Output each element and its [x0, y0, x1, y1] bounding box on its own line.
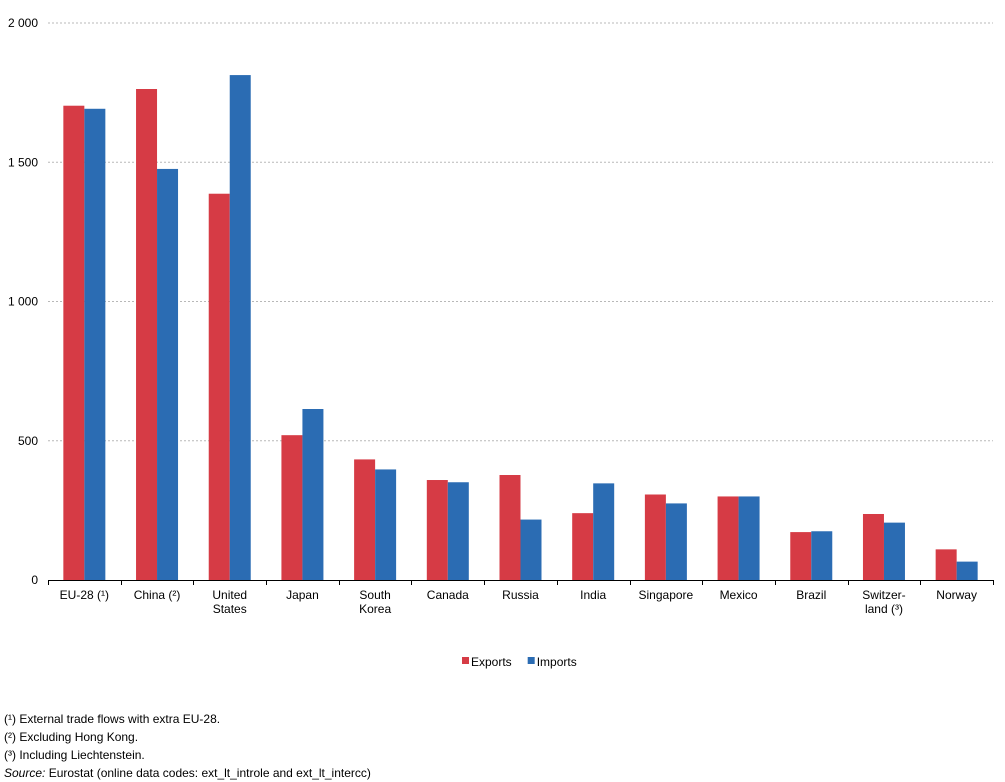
x-tick-label: India — [580, 588, 606, 602]
x-tick-label: Mexico — [720, 588, 758, 602]
y-tick-label: 500 — [18, 434, 38, 448]
y-tick-label: 2 000 — [8, 16, 38, 30]
bar-exports — [644, 494, 666, 580]
bar-imports — [665, 503, 687, 580]
x-tick-label: Singapore — [639, 588, 694, 602]
x-tick-label: China (²) — [134, 588, 181, 602]
source-label: Source: — [4, 766, 46, 780]
bar-imports — [302, 409, 324, 580]
bar-imports — [520, 519, 542, 580]
legend: Exports Imports — [462, 655, 577, 669]
x-tick-label: States — [213, 602, 247, 616]
x-tick-label: Switzer- — [862, 588, 905, 602]
bar-imports — [229, 75, 251, 580]
x-tick-label: South — [359, 588, 390, 602]
x-tick-label: Japan — [286, 588, 319, 602]
source-line: Source: Eurostat (online data codes: ext… — [4, 764, 371, 782]
x-tick-label: Korea — [359, 602, 391, 616]
bar-exports — [572, 513, 594, 580]
bar-imports — [738, 496, 760, 580]
footnote-3: (³) Including Liechtenstein. — [4, 748, 145, 762]
bar-imports — [593, 483, 615, 580]
bar-imports — [375, 469, 397, 580]
bar-exports — [63, 105, 85, 580]
legend-swatch-exports — [462, 657, 469, 664]
bar-imports — [811, 531, 833, 580]
x-tick-label: Canada — [427, 588, 469, 602]
x-tick-label: Brazil — [796, 588, 826, 602]
bar-exports — [790, 532, 812, 580]
y-axis-ticks: 0 500 1 000 1 500 2 000 — [8, 16, 38, 587]
bar-exports — [208, 193, 230, 580]
bar-exports — [717, 496, 739, 580]
x-tick-label: land (³) — [865, 602, 903, 616]
x-tick-label: EU-28 (¹) — [60, 588, 109, 602]
gridlines — [48, 22, 993, 442]
bar-imports — [84, 108, 106, 580]
bar-chart: 0 500 1 000 1 500 2 000 EU-28 (¹) China (²) Un… — [8, 16, 994, 669]
bar-imports — [157, 168, 179, 580]
y-tick-label: 1 500 — [8, 155, 38, 169]
bar-exports — [354, 459, 376, 580]
legend-swatch-imports — [527, 657, 535, 664]
bar-exports — [281, 435, 303, 580]
footnotes: (¹) External trade flows with extra EU-2… — [4, 710, 371, 782]
legend-label-imports: Imports — [537, 655, 577, 669]
bar-imports — [883, 522, 905, 580]
bar-exports — [136, 89, 158, 580]
x-tick-label: United — [212, 588, 247, 602]
bar-exports — [935, 549, 957, 580]
bar-exports — [862, 513, 884, 580]
x-tick-label: Norway — [936, 588, 977, 602]
footnote-2: (²) Excluding Hong Kong. — [4, 730, 139, 744]
bar-imports — [447, 482, 469, 580]
legend-label-exports: Exports — [471, 655, 512, 669]
x-tick-label: Russia — [502, 588, 539, 602]
bar-exports — [426, 480, 448, 580]
source-text: Eurostat (online data codes: ext_lt_intr… — [45, 766, 371, 780]
y-tick-label: 1 000 — [8, 295, 38, 309]
bars — [63, 75, 978, 580]
bar-imports — [956, 561, 978, 580]
y-tick-label: 0 — [31, 573, 38, 587]
bar-exports — [499, 475, 521, 580]
footnote-1: (¹) External trade flows with extra EU-2… — [4, 712, 221, 726]
